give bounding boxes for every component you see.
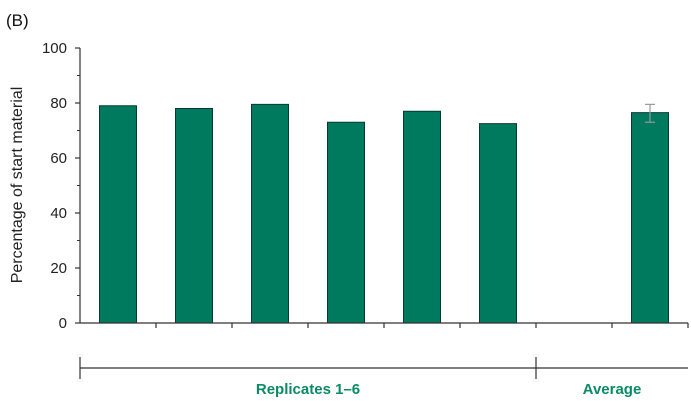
bar-replicate-5: [403, 110, 441, 324]
panel-label: (B): [6, 11, 29, 30]
group-label: Average: [583, 381, 642, 398]
bars: [99, 103, 669, 324]
y-tick-label: 0: [59, 315, 67, 332]
bar-average: [631, 112, 669, 324]
bar-replicate-3: [251, 103, 289, 324]
y-tick-label: 80: [50, 95, 67, 112]
group-label: Replicates 1–6: [256, 381, 360, 398]
y-tick-label: 100: [42, 40, 67, 57]
y-tick-label: 40: [50, 205, 67, 222]
y-tick-label: 20: [50, 260, 67, 277]
y-axis-title: Percentage of start material: [9, 87, 26, 284]
bar-replicate-1: [99, 105, 137, 324]
y-axis: 0 20 40 60 80 100: [42, 40, 81, 332]
bar-replicate-4: [327, 121, 365, 324]
bar-replicate-2: [175, 108, 213, 324]
bar-replicate-6: [479, 123, 517, 324]
y-tick-label: 60: [50, 150, 67, 167]
group-brackets: Replicates 1–6 Average: [79, 357, 688, 398]
x-axis: [80, 322, 689, 328]
